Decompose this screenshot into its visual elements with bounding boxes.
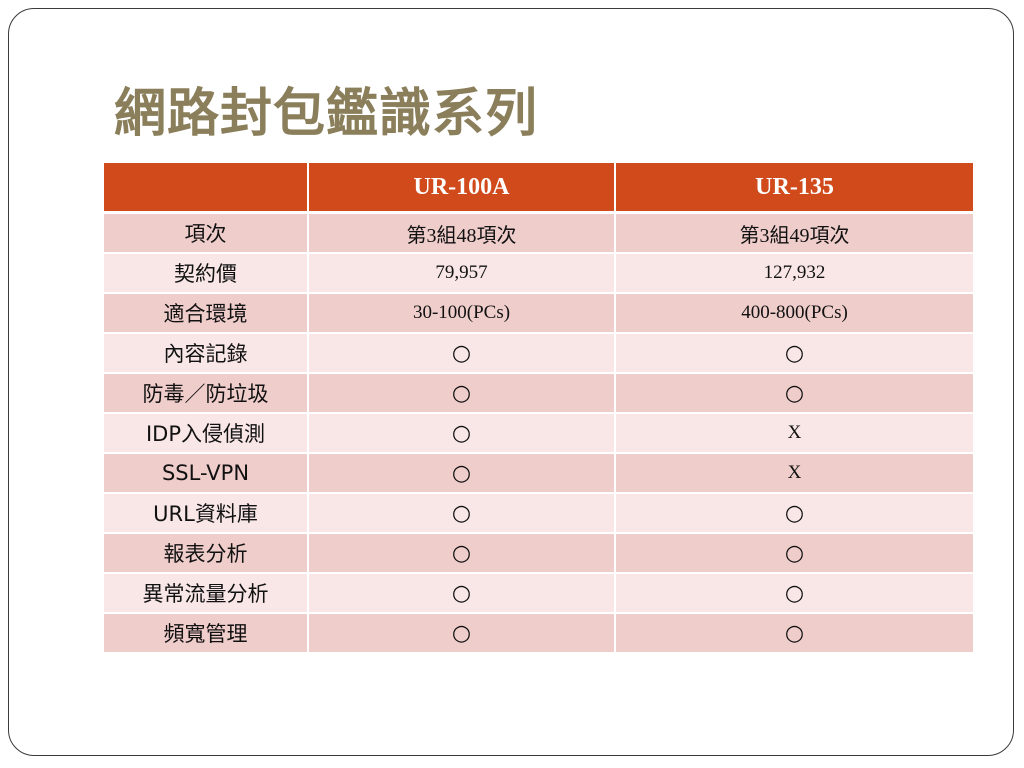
table-row: 異常流量分析 ○ ○ xyxy=(102,572,975,614)
cell-ur100a: ○ xyxy=(307,452,616,494)
table-row: 項次 第3組48項次 第3組49項次 xyxy=(102,211,975,254)
cell-ur135: ○ xyxy=(614,572,975,614)
table-row: 內容記錄 ○ ○ xyxy=(102,332,975,374)
table-row: 適合環境 30-100(PCs) 400-800(PCs) xyxy=(102,292,975,334)
row-label: 報表分析 xyxy=(102,532,309,574)
header-blank-cell xyxy=(102,161,309,214)
cell-ur100a: ○ xyxy=(307,412,616,454)
header-ur100a: UR-100A xyxy=(307,161,616,214)
table-row: SSL-VPN ○ X xyxy=(102,452,975,494)
row-label: 內容記錄 xyxy=(102,332,309,374)
cell-ur135: X xyxy=(614,452,975,494)
cell-ur100a: ○ xyxy=(307,332,616,374)
cell-ur135: X xyxy=(614,412,975,454)
cell-ur135: ○ xyxy=(614,492,975,534)
comparison-table: UR-100A UR-135 項次 第3組48項次 第3組49項次 契約價 79… xyxy=(102,161,975,654)
row-label: 適合環境 xyxy=(102,292,309,334)
row-label: 頻寬管理 xyxy=(102,612,309,654)
cell-ur100a: 79,957 xyxy=(307,252,616,294)
cell-ur135: 400-800(PCs) xyxy=(614,292,975,334)
header-ur135: UR-135 xyxy=(614,161,975,214)
cell-ur100a: ○ xyxy=(307,372,616,414)
cell-ur135: 第3組49項次 xyxy=(614,211,975,254)
cell-ur135: ○ xyxy=(614,532,975,574)
table-row: 防毒／防垃圾 ○ ○ xyxy=(102,372,975,414)
cell-ur135: ○ xyxy=(614,372,975,414)
row-label: SSL-VPN xyxy=(102,452,309,494)
table-row: 頻寬管理 ○ ○ xyxy=(102,612,975,654)
cell-ur135: ○ xyxy=(614,332,975,374)
cell-ur100a: ○ xyxy=(307,532,616,574)
slide-title: 網路封包鑑識系列 xyxy=(114,84,539,144)
cell-ur100a: 第3組48項次 xyxy=(307,211,616,254)
row-label: 契約價 xyxy=(102,252,309,294)
cell-ur135: ○ xyxy=(614,612,975,654)
row-label: IDP入侵偵測 xyxy=(102,412,309,454)
row-label: 防毒／防垃圾 xyxy=(102,372,309,414)
table-row: IDP入侵偵測 ○ X xyxy=(102,412,975,454)
cell-ur100a: ○ xyxy=(307,612,616,654)
cell-ur100a: ○ xyxy=(307,572,616,614)
row-label: URL資料庫 xyxy=(102,492,309,534)
row-label: 異常流量分析 xyxy=(102,572,309,614)
cell-ur100a: ○ xyxy=(307,492,616,534)
table-row: URL資料庫 ○ ○ xyxy=(102,492,975,534)
table-header-row: UR-100A UR-135 xyxy=(102,161,975,214)
cell-ur135: 127,932 xyxy=(614,252,975,294)
row-label: 項次 xyxy=(102,211,309,254)
table-row: 契約價 79,957 127,932 xyxy=(102,252,975,294)
cell-ur100a: 30-100(PCs) xyxy=(307,292,616,334)
table-row: 報表分析 ○ ○ xyxy=(102,532,975,574)
